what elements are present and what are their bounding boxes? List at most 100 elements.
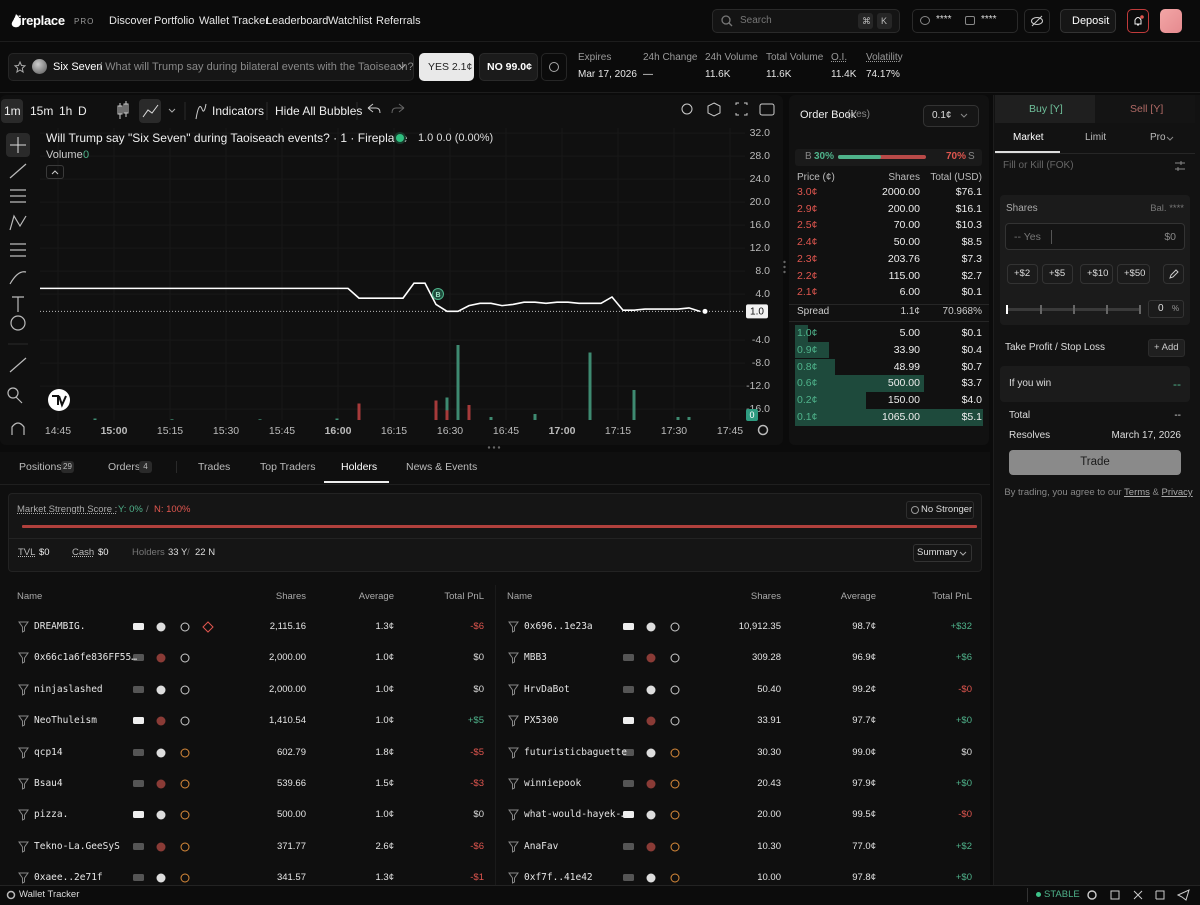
holder-shares: 50.40 (757, 683, 781, 695)
holder-name[interactable]: MBB3 (524, 652, 547, 664)
yes-button[interactable] (419, 53, 474, 81)
holder-shares: 20.43 (757, 778, 781, 789)
holder-name[interactable]: qcp14 (34, 746, 63, 758)
holder-name[interactable]: HrvDaBot (524, 683, 570, 695)
holder-name[interactable]: NeoThuleism (34, 715, 97, 727)
avatar[interactable] (1160, 9, 1182, 33)
nav-link[interactable]: Discover (109, 15, 152, 27)
orderbook-side: (Yes) (847, 109, 870, 120)
interval[interactable]: 1h (59, 104, 73, 118)
settings-icon (1087, 890, 1097, 900)
clock-icon (180, 779, 190, 789)
strength-yes: Y: 0% (118, 504, 143, 515)
search-glass (721, 15, 731, 25)
tab-label[interactable]: Orders (108, 461, 141, 473)
key-cap (877, 13, 892, 29)
tab-label[interactable]: Top Traders (260, 461, 316, 473)
hide-button[interactable] (1024, 9, 1050, 33)
nav-link[interactable]: Wallet Tracker (199, 15, 269, 27)
no-button[interactable] (479, 53, 538, 81)
holder-name[interactable]: winniepook (524, 778, 582, 789)
mode-tab[interactable]: Market (1013, 132, 1044, 143)
holder-name[interactable]: 0xaee..2e71f (34, 872, 103, 884)
ask-total: $76.1 (955, 186, 982, 198)
holder-name[interactable]: 0x66c1a6fe836FF55… (34, 652, 137, 664)
shares-input[interactable] (1005, 223, 1185, 250)
y-tick-label: 20.0 (750, 196, 771, 208)
tool-icon (9, 271, 27, 285)
holder-name[interactable]: Bsau4 (34, 778, 63, 789)
depth-bar (795, 325, 808, 342)
bubbles-label[interactable]: Hide All Bubbles (275, 104, 363, 118)
bid-total: $3.7 (961, 377, 982, 390)
nav-link[interactable]: Watchlist (328, 15, 373, 27)
filter-icon (508, 809, 519, 822)
nav-link[interactable]: Referrals (376, 15, 421, 27)
privacy-link[interactable]: Privacy (1161, 487, 1193, 498)
nav-link[interactable]: Portfolio (154, 15, 195, 27)
deposit-button[interactable] (1060, 9, 1116, 33)
market-selector[interactable] (8, 53, 414, 81)
mode-tab[interactable]: Limit (1085, 132, 1107, 143)
bid-price: 1.0¢ (797, 327, 818, 339)
clock-icon (180, 716, 190, 726)
handle-dot (783, 260, 786, 264)
interval[interactable]: D (78, 104, 87, 118)
holder-name[interactable]: 0x696..1e23a (524, 621, 593, 632)
filter-icon (508, 778, 519, 790)
collapse-button[interactable] (46, 165, 64, 179)
buy-tab: Buy [Y] (1029, 103, 1063, 115)
holder-name[interactable]: futuristicbaguette (524, 746, 627, 758)
holder-name[interactable]: ninjaslashed (34, 683, 103, 695)
win-value: -- (1173, 377, 1181, 391)
tab-label[interactable]: News & Events (406, 461, 478, 473)
clock-icon (180, 873, 190, 883)
tpsl-add[interactable] (1148, 339, 1185, 357)
stat-value: 11.6K (705, 69, 731, 80)
sell-tab-bg[interactable] (1095, 95, 1195, 123)
filter-icon (508, 621, 519, 633)
tab-label[interactable]: Trades (198, 461, 231, 473)
ask-price: 2.5¢ (797, 219, 818, 232)
volume-bar (588, 352, 592, 420)
holder-name[interactable]: DREAMBIG. (34, 621, 86, 632)
indicators-label[interactable]: Indicators (212, 104, 265, 118)
holder-name[interactable]: AnaFav (524, 840, 559, 852)
tick-select[interactable] (923, 105, 979, 127)
trade-button-label: Trade (1080, 456, 1110, 468)
info-button[interactable] (541, 53, 567, 81)
buy-tab-bg[interactable] (995, 95, 1095, 123)
trade-button[interactable] (1009, 450, 1181, 475)
holder-name[interactable]: Tekno-La.GeeSyS (34, 840, 120, 852)
notification-button[interactable] (1127, 9, 1149, 33)
verdict-box (906, 501, 974, 519)
amount-button[interactable] (1080, 264, 1113, 284)
amount-button[interactable] (1042, 264, 1073, 284)
holder-name[interactable]: pizza. (34, 809, 69, 821)
tab-underline (324, 481, 389, 483)
tab-count: 4 (143, 462, 148, 471)
terms-link[interactable]: Terms (1124, 487, 1150, 498)
nav-link[interactable]: Leaderboard (266, 15, 329, 27)
logo-flame (11, 14, 21, 28)
holder-name[interactable]: what-would-hayek-… (524, 809, 627, 821)
holder-name[interactable]: PX5300 (524, 715, 559, 727)
footer-wallet[interactable]: Wallet Tracker (19, 889, 80, 900)
interval[interactable]: 15m (30, 104, 54, 118)
tab-count: 29 (63, 462, 72, 471)
summary-select[interactable] (913, 544, 972, 562)
interval[interactable]: 1m (4, 104, 21, 118)
tab-label[interactable]: Holders (341, 461, 378, 473)
col-average: Average (840, 591, 876, 602)
filter-icon (18, 652, 29, 665)
edit-button[interactable] (1163, 264, 1184, 284)
tab-label[interactable]: Positions (19, 461, 62, 473)
pie-icon (646, 779, 656, 789)
mode-tab[interactable]: Pro (1150, 132, 1166, 143)
holder-shares: 33.91 (757, 715, 781, 727)
tpsl-add-label: + Add (1154, 342, 1179, 353)
amount-button[interactable] (1007, 264, 1038, 284)
holder-name[interactable]: 0xf7f..41e42 (524, 872, 593, 884)
amount-button[interactable] (1117, 264, 1150, 284)
info-icon (549, 62, 559, 72)
